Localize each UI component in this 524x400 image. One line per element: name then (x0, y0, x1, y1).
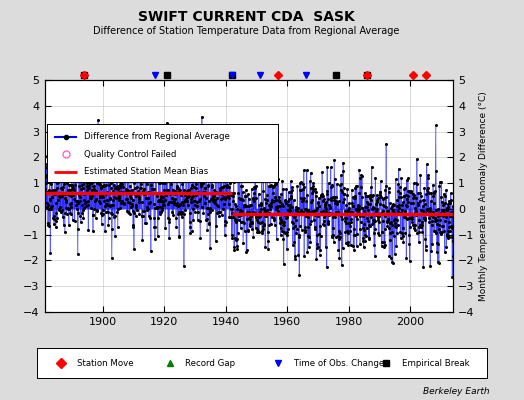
Text: Empirical Break: Empirical Break (402, 358, 470, 368)
Text: Time of Obs. Change: Time of Obs. Change (293, 358, 384, 368)
Text: Berkeley Earth: Berkeley Earth (423, 387, 490, 396)
Text: Difference from Regional Average: Difference from Regional Average (84, 132, 230, 141)
Text: Record Gap: Record Gap (185, 358, 235, 368)
Text: SWIFT CURRENT CDA  SASK: SWIFT CURRENT CDA SASK (138, 10, 355, 24)
Text: Difference of Station Temperature Data from Regional Average: Difference of Station Temperature Data f… (93, 26, 399, 36)
Text: Estimated Station Mean Bias: Estimated Station Mean Bias (84, 167, 209, 176)
Text: Station Move: Station Move (77, 358, 134, 368)
Y-axis label: Monthly Temperature Anomaly Difference (°C): Monthly Temperature Anomaly Difference (… (479, 91, 488, 301)
Text: Quality Control Failed: Quality Control Failed (84, 150, 177, 159)
